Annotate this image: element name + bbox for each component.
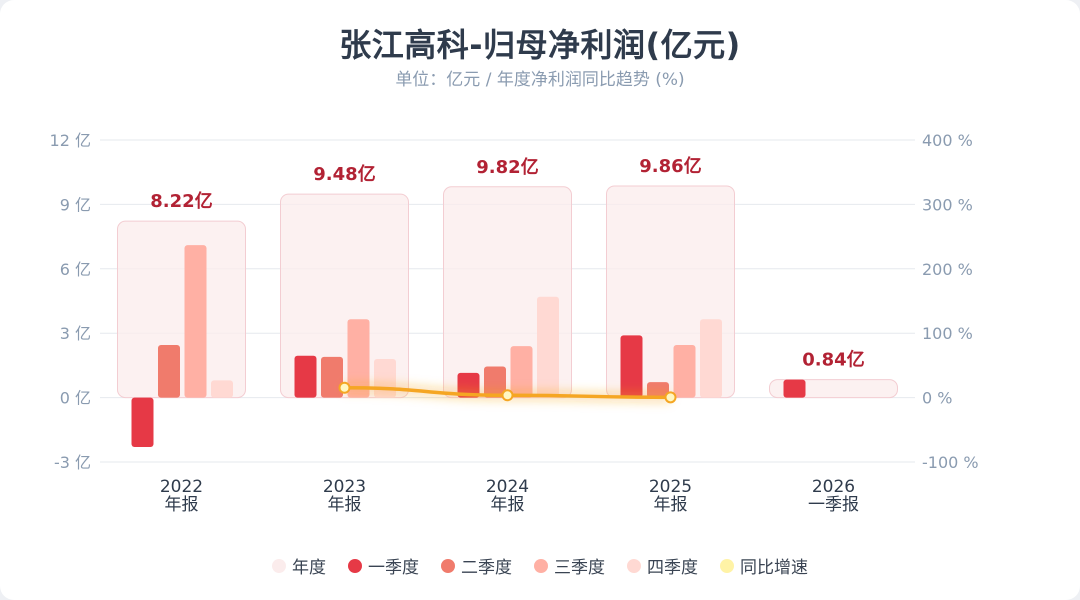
y-right-tick-label: 300 % — [922, 195, 973, 214]
yoy-point — [664, 391, 677, 404]
y-left-tick-label: 6 亿 — [60, 260, 91, 279]
x-tick-period: 年报 — [491, 495, 525, 515]
quarter-bar-1 — [783, 379, 806, 398]
annual-value-label: 8.22亿 — [150, 190, 212, 212]
annual-value-label: 9.82亿 — [476, 156, 538, 178]
legend-item[interactable]: 一季度 — [348, 553, 419, 578]
legend-item[interactable]: 四季度 — [627, 553, 698, 578]
quarter-bar-1 — [620, 335, 643, 398]
x-tick-year: 2023 — [323, 477, 366, 497]
legend-swatch — [441, 558, 455, 573]
yoy-point — [338, 381, 351, 394]
y-right-tick-label: 100 % — [922, 324, 973, 343]
x-tick-period: 年报 — [654, 495, 688, 515]
legend-swatch — [627, 558, 641, 573]
y-left-tick-label: 9 亿 — [60, 195, 91, 214]
legend-label: 同比增速 — [740, 558, 808, 578]
quarter-bar-4 — [211, 380, 233, 398]
legend-item[interactable]: 三季度 — [534, 553, 605, 578]
legend-label: 一季度 — [368, 558, 419, 578]
yoy-point — [501, 389, 514, 402]
y-left-tick-label: 0 亿 — [60, 389, 91, 408]
x-tick-year: 2022 — [160, 477, 203, 497]
y-right-tick-label: -100 % — [922, 453, 979, 472]
legend-swatch — [348, 558, 362, 573]
quarter-bar-2 — [321, 356, 343, 398]
x-tick-year: 2024 — [486, 477, 529, 497]
y-right-tick-label: 200 % — [922, 260, 973, 279]
legend-label: 三季度 — [554, 558, 605, 578]
quarter-bar-4 — [700, 319, 722, 398]
x-tick-period: 年报 — [165, 495, 199, 515]
quarter-bar-3 — [184, 245, 207, 398]
y-left-tick-label: -3 亿 — [54, 453, 91, 472]
quarter-bar-2 — [484, 366, 506, 398]
x-tick-period: 一季报 — [808, 495, 859, 515]
legend-item[interactable]: 同比增速 — [720, 553, 808, 578]
x-tick-year: 2026 — [812, 477, 855, 497]
y-right-tick-label: 0 % — [922, 389, 952, 408]
legend-swatch — [534, 558, 548, 573]
legend-item[interactable]: 年度 — [272, 553, 326, 578]
y-right-tick-label: 400 % — [922, 131, 973, 150]
quarter-bar-1 — [294, 355, 317, 398]
x-tick-period: 年报 — [328, 495, 362, 515]
legend-label: 年度 — [292, 558, 326, 578]
legend-swatch — [720, 558, 734, 573]
annual-value-label: 0.84亿 — [802, 349, 864, 371]
annual-value-label: 9.86亿 — [639, 155, 701, 177]
y-left-tick-label: 3 亿 — [60, 324, 91, 343]
quarter-bar-4 — [537, 296, 559, 398]
annual-value-label: 9.48亿 — [313, 163, 375, 185]
quarter-bar-3 — [347, 319, 370, 398]
chart-title: 张江高科-归母净利润(亿元) — [339, 26, 741, 64]
x-tick-year: 2025 — [649, 477, 692, 497]
y-left-tick-label: 12 亿 — [50, 131, 91, 150]
legend-item[interactable]: 二季度 — [441, 553, 512, 578]
legend-swatch — [272, 558, 286, 573]
annual-bar — [280, 193, 409, 399]
quarter-bar-3 — [673, 345, 696, 398]
annual-bar — [117, 220, 246, 399]
quarter-bar-2 — [158, 345, 180, 398]
chart-subtitle: 单位：亿元 / 年度净利润同比趋势 (%) — [395, 70, 685, 90]
quarter-bar-3 — [510, 346, 533, 398]
legend-label: 二季度 — [461, 558, 512, 578]
chart-legend: 年度 一季度 二季度 三季度 四季度 同比增速 — [0, 553, 1080, 578]
quarter-bar-1 — [131, 397, 154, 447]
legend-label: 四季度 — [647, 558, 698, 578]
